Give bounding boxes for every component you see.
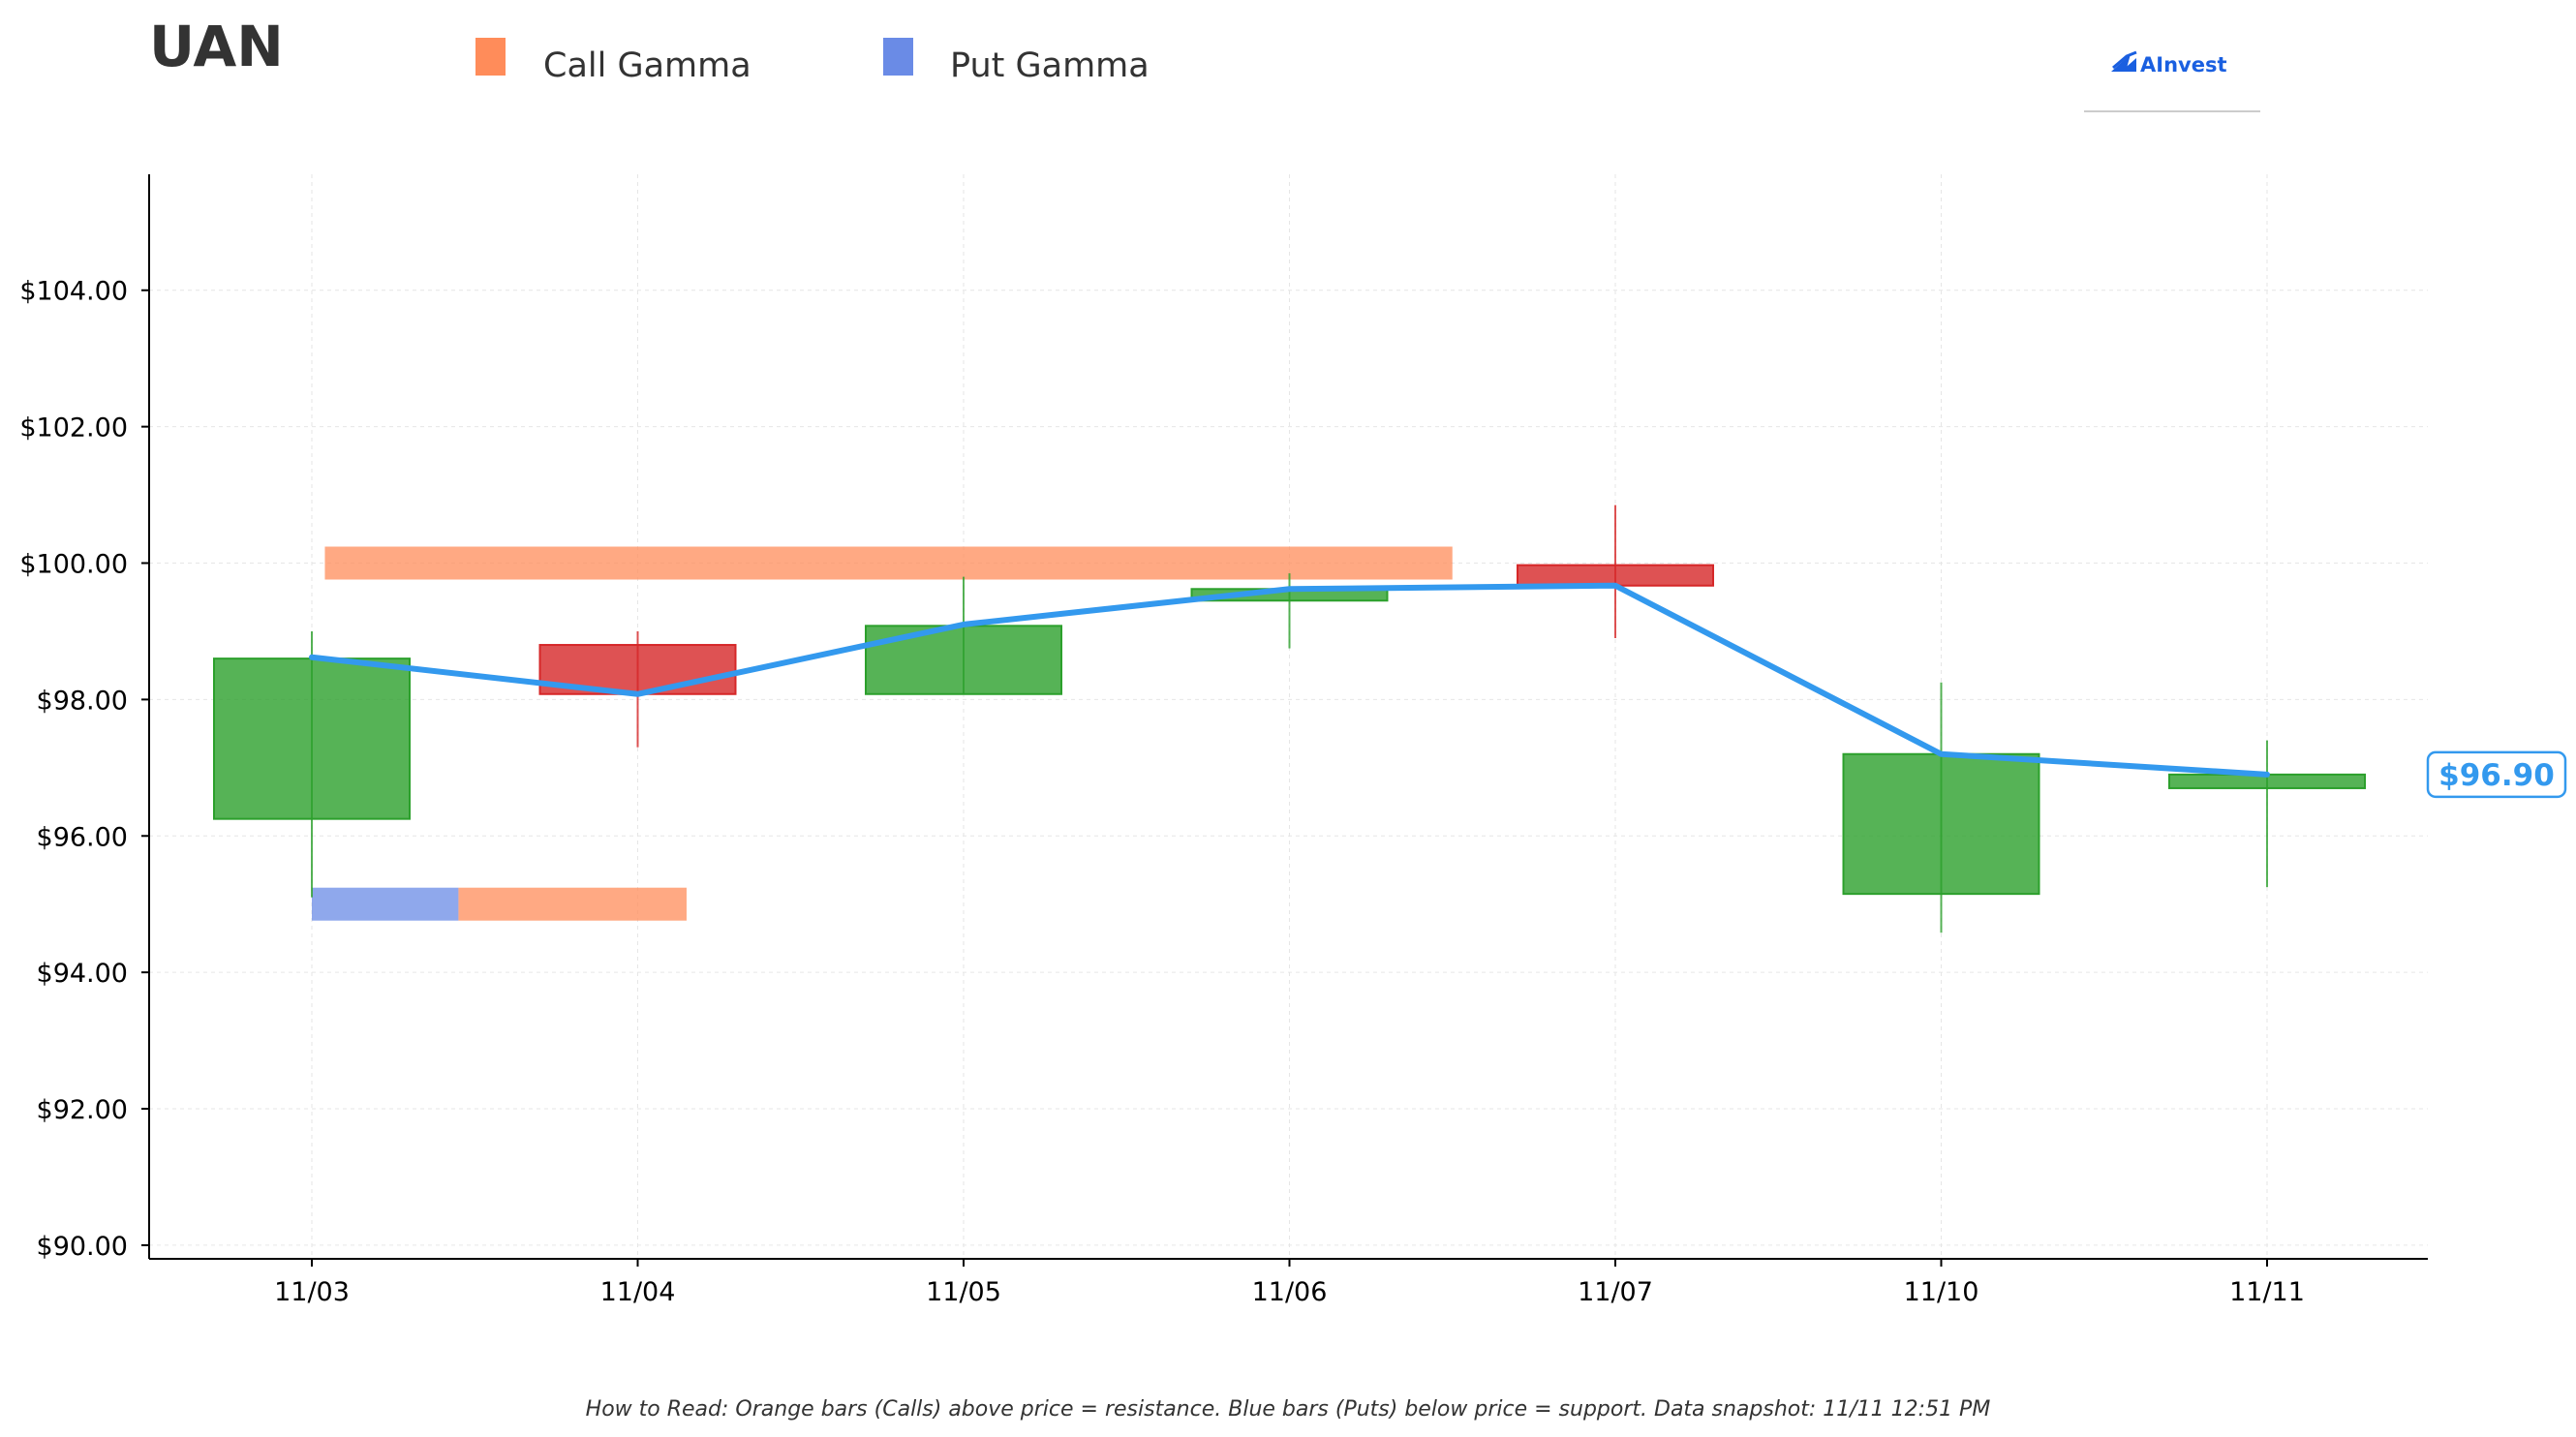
y-tick-label: $102.00	[19, 413, 128, 443]
x-tick-label: 11/10	[1904, 1277, 1979, 1307]
put-gamma-bar	[312, 887, 459, 921]
ainvest-logo-icon	[2111, 50, 2137, 72]
grid	[149, 174, 2428, 1259]
call-gamma-bar	[458, 887, 687, 921]
chart-title: UAN	[149, 14, 284, 79]
x-tick-label: 11/06	[1252, 1277, 1328, 1307]
candle-body-up	[213, 657, 411, 820]
x-tick-label: 11/03	[274, 1277, 350, 1307]
candles	[213, 504, 2366, 933]
current-price-tag: $96.90	[2426, 750, 2567, 799]
current-price-label: $96.90	[2438, 758, 2555, 793]
ainvest-logo: AInvest	[2084, 50, 2260, 112]
current-price-tag-box	[2426, 750, 2567, 799]
call-gamma-bar	[324, 546, 1453, 580]
logo-text: AInvest	[2140, 53, 2227, 76]
gamma-bars	[312, 546, 1453, 921]
x-tick-label: 11/04	[600, 1277, 676, 1307]
x-tick-label: 11/05	[926, 1277, 1001, 1307]
footnote: How to Read: Orange bars (Calls) above p…	[586, 1397, 1991, 1422]
candle-body-down	[1517, 564, 1714, 587]
y-tick-label: $92.00	[37, 1095, 128, 1125]
price-line	[309, 582, 2270, 778]
x-tick-label: 11/07	[1578, 1277, 1653, 1307]
x-tick-label: 11/11	[2229, 1277, 2305, 1307]
y-tick-label: $104.00	[19, 277, 128, 307]
y-tick-label: $100.00	[19, 550, 128, 580]
y-tick-label: $90.00	[37, 1232, 128, 1262]
candle-body-up	[865, 625, 1062, 695]
y-tick-label: $96.00	[37, 822, 128, 852]
legend-swatch-put-gamma	[883, 38, 913, 76]
axes: $90.00 $92.00 $94.00 $96.00 $98.00 $100.00 $10…	[19, 174, 2428, 1307]
legend-label-put-gamma: Put Gamma	[950, 46, 1150, 85]
y-tick-label: $94.00	[37, 959, 128, 989]
legend-label-call-gamma: Call Gamma	[543, 46, 751, 85]
candle-body-up	[1842, 752, 2040, 896]
y-tick-label: $98.00	[37, 686, 128, 716]
price-line-layer	[309, 582, 2270, 778]
legend-swatch-call-gamma	[475, 38, 506, 76]
